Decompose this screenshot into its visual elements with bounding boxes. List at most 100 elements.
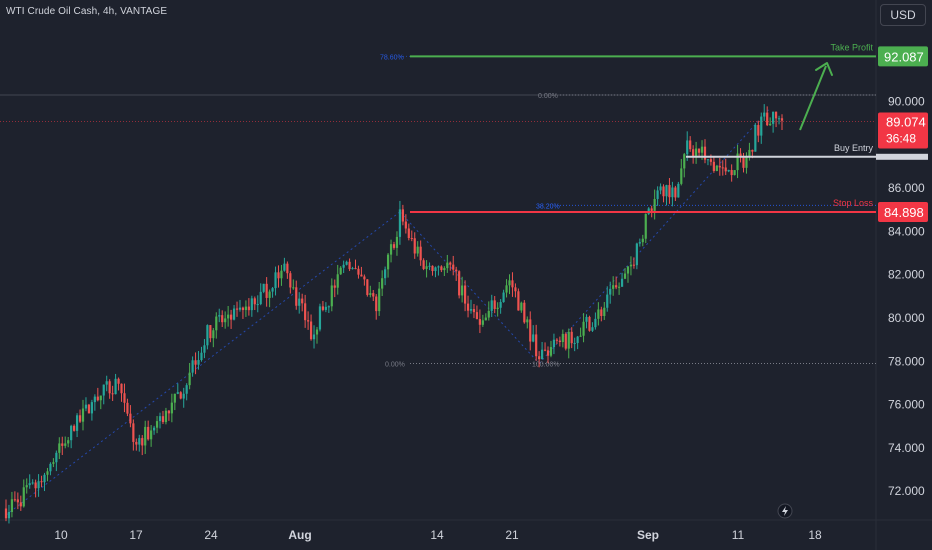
candle-body	[635, 243, 638, 266]
candle-body	[540, 349, 544, 360]
candle-body	[215, 316, 218, 331]
candle-body	[499, 302, 502, 308]
candle-body	[52, 462, 55, 464]
candle-body	[739, 153, 742, 157]
candle-body	[712, 161, 715, 172]
candle-body	[164, 410, 168, 423]
candle-body	[428, 265, 431, 267]
candle-body	[609, 288, 612, 295]
candle-body	[724, 167, 727, 172]
candle-body	[309, 321, 313, 340]
time-axis[interactable]: 10 17 24 Aug 14 21 Sep 11 18	[54, 528, 822, 542]
candle-body	[327, 306, 330, 308]
price-axis[interactable]: 72.000 74.000 76.000 78.000 80.000 82.000 84.0…	[876, 46, 928, 498]
candle-body	[508, 280, 511, 286]
candle-body	[339, 267, 342, 275]
candle-body	[262, 283, 265, 292]
currency-button[interactable]: USD	[880, 4, 926, 26]
candle-body	[182, 393, 185, 399]
candle-body	[363, 276, 366, 280]
candle-body	[123, 393, 126, 403]
price-tick-label: 84.000	[888, 224, 925, 238]
candle-body	[384, 269, 387, 279]
current-price: 89.074	[886, 115, 926, 130]
candle-body	[354, 268, 357, 270]
candle-body	[31, 482, 34, 484]
candle-body	[455, 269, 458, 272]
candle-body	[446, 262, 449, 269]
candle-body	[75, 415, 79, 431]
candle-body	[360, 274, 363, 277]
candle-body	[67, 440, 70, 444]
candle-body	[348, 261, 351, 270]
candle-body	[312, 334, 316, 340]
fib-level-label: 38.20%	[536, 203, 560, 210]
fib-level-label: 78.60%	[380, 54, 404, 61]
candle-body	[70, 425, 73, 441]
candle-body	[152, 427, 156, 431]
candle-body	[615, 285, 618, 288]
candle-body	[404, 221, 407, 229]
candle-body	[274, 272, 277, 289]
candle-body	[425, 266, 428, 269]
candle-body	[357, 268, 360, 275]
candle-body	[381, 278, 384, 289]
candle-body	[413, 238, 416, 254]
candle-body	[532, 334, 535, 342]
candle-body	[754, 125, 757, 152]
candle-body	[129, 413, 132, 424]
candle-body	[458, 271, 461, 296]
candle-body	[659, 186, 662, 191]
candle-body	[582, 321, 585, 336]
candle-body	[324, 306, 327, 310]
candle-body	[567, 331, 570, 349]
candle-body	[99, 395, 102, 401]
candle-body	[748, 149, 751, 158]
fib-trend-line	[399, 211, 540, 364]
candle-body	[235, 308, 239, 310]
lightning-glyph	[782, 506, 788, 516]
candle-body	[87, 404, 91, 414]
candle-body	[600, 309, 603, 317]
candle-body	[176, 392, 179, 394]
candle-body	[78, 415, 82, 422]
candle-body	[28, 483, 31, 486]
candle-body	[46, 471, 49, 475]
candle-body	[55, 452, 58, 463]
candle-body	[730, 169, 733, 176]
candle-body	[594, 318, 597, 328]
candle-body	[612, 285, 615, 289]
candle-body	[90, 402, 93, 414]
candle-body	[117, 378, 120, 384]
price-tick-label: 86.000	[888, 181, 925, 195]
candle-body	[700, 146, 704, 153]
candle-body	[668, 185, 671, 198]
candle-body	[241, 307, 245, 311]
candle-body	[212, 330, 215, 339]
candle-body	[304, 303, 307, 321]
candle-body	[150, 430, 153, 440]
candle-body	[505, 285, 508, 293]
candle-body	[298, 298, 301, 306]
candle-body	[662, 186, 665, 197]
candle-body	[167, 410, 171, 414]
candle-body	[185, 385, 188, 394]
candle-body	[286, 263, 289, 274]
candle-body	[280, 270, 283, 279]
candle-body	[535, 334, 538, 357]
candle-body	[191, 360, 194, 373]
candle-body	[437, 266, 440, 268]
candle-body	[188, 372, 191, 386]
fib-level-label: 0.00%	[385, 361, 405, 368]
candle-body	[369, 293, 372, 295]
candle-body	[271, 288, 274, 292]
candle-body	[218, 315, 221, 317]
candle-body	[496, 307, 499, 309]
candle-body	[96, 396, 99, 401]
candle-body	[632, 264, 636, 266]
candle-body	[629, 264, 633, 267]
candle-body	[111, 393, 114, 395]
candle-body	[763, 112, 766, 117]
candle-body	[345, 261, 348, 265]
